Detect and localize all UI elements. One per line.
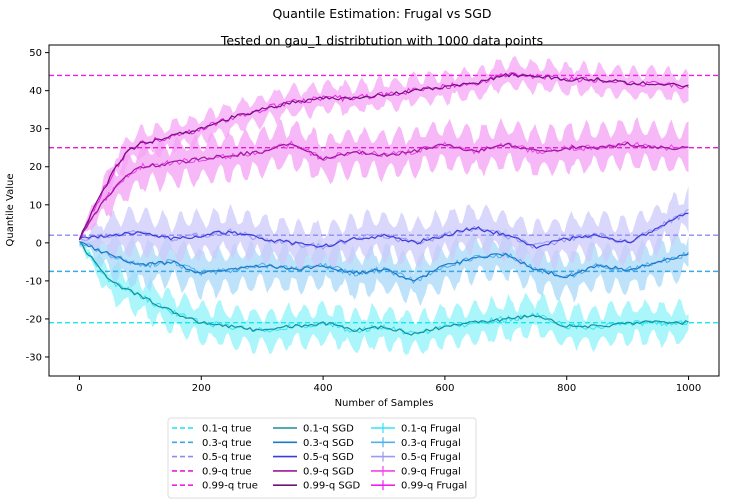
y-tick-label: 20	[29, 162, 42, 173]
x-axis-label: Number of Samples	[335, 398, 434, 409]
x-tick-label: 400	[314, 383, 333, 394]
legend-label: 0.1-q true	[202, 424, 252, 435]
legend-label: 0.99-q true	[202, 481, 258, 492]
legend-label: 0.3-q Frugal	[401, 438, 461, 449]
legend-label: 0.5-q SGD	[303, 452, 354, 463]
legend-label: 0.1-q SGD	[303, 424, 354, 435]
y-axis-ticks: -30 -20 -10 0 10 20 30 40 50	[26, 48, 49, 363]
legend-label: 0.9-q SGD	[303, 466, 354, 477]
y-tick-label: -10	[26, 276, 42, 287]
frugal-band-4	[79, 56, 689, 241]
chart-title: Tested on gau_1 distribtution with 1000 …	[220, 33, 543, 48]
legend-label: 0.9-q true	[202, 466, 252, 477]
legend-label: 0.3-q true	[202, 438, 252, 449]
x-tick-label: 800	[557, 383, 576, 394]
legend-label: 0.5-q true	[202, 452, 252, 463]
frugal-band-0	[79, 241, 689, 355]
sgd-line-1	[79, 241, 689, 282]
sgd-line-0	[79, 240, 689, 336]
x-tick-label: 0	[76, 383, 82, 394]
frugal-band-2	[79, 186, 689, 274]
y-tick-label: 50	[29, 48, 42, 59]
sgd-line-2	[79, 212, 689, 250]
x-axis-ticks: 0 200 400 600 800 1000	[76, 376, 701, 394]
series-lines	[78, 72, 689, 336]
x-tick-label: 600	[435, 383, 454, 394]
legend-frame	[167, 417, 477, 499]
y-tick-label: -20	[26, 314, 42, 325]
legend-label: 0.99-q Frugal	[401, 481, 467, 492]
frugal-line-0	[79, 243, 689, 335]
x-tick-label: 1000	[676, 383, 701, 394]
y-tick-label: 0	[36, 238, 42, 249]
sgd-line-4	[78, 72, 689, 241]
legend-label: 0.99-q SGD	[303, 481, 360, 492]
legend-label: 0.3-q SGD	[303, 438, 354, 449]
chart-suptitle: Quantile Estimation: Frugal vs SGD	[272, 6, 491, 21]
legend-label: 0.9-q Frugal	[401, 466, 461, 477]
y-axis-label: Quantile Value	[5, 174, 16, 247]
legend-label: 0.1-q Frugal	[401, 424, 461, 435]
y-tick-label: -30	[26, 352, 42, 363]
plot-frame	[48, 44, 720, 377]
y-tick-label: 40	[29, 86, 42, 97]
legend-label: 0.5-q Frugal	[401, 452, 461, 463]
y-tick-label: 30	[29, 124, 42, 135]
sgd-line-3	[78, 141, 689, 240]
y-tick-label: 10	[29, 200, 42, 211]
frugal-band-3	[79, 117, 689, 240]
x-tick-label: 200	[192, 383, 211, 394]
legend: 0.1-q true 0.3-q true 0.5-q true 0.9-q true…	[167, 417, 477, 499]
